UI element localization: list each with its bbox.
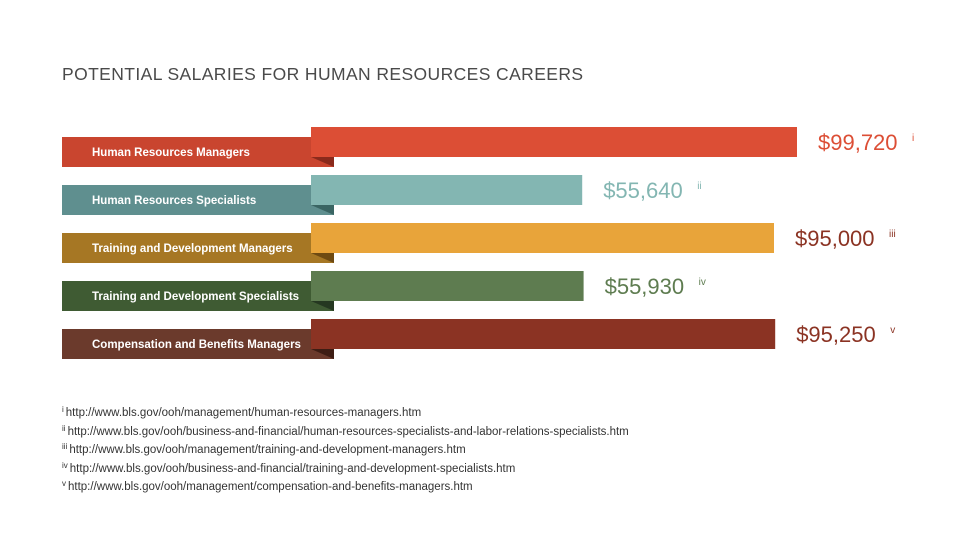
category-label: Human Resources Specialists <box>92 195 256 207</box>
value-label: $55,930 <box>605 274 685 299</box>
reference-mark: iv <box>62 460 68 470</box>
value-label: $95,250 <box>796 322 876 347</box>
bar-fold <box>311 205 334 215</box>
footnote-mark: ii <box>697 181 701 192</box>
value-label: $95,000 <box>795 226 875 251</box>
bar <box>311 175 583 205</box>
chart-title: POTENTIAL SALARIES FOR HUMAN RESOURCES C… <box>62 64 584 84</box>
bar-fold <box>311 253 334 263</box>
bar <box>311 319 776 349</box>
footnote-mark: iii <box>889 229 896 240</box>
reference-link[interactable]: http://www.bls.gov/ooh/management/compen… <box>68 481 473 493</box>
reference-link[interactable]: http://www.bls.gov/ooh/business-and-fina… <box>69 462 516 475</box>
bar <box>311 127 797 157</box>
reference-link[interactable]: http://www.bls.gov/ooh/management/traini… <box>69 444 466 456</box>
reference-link[interactable]: http://www.bls.gov/ooh/business-and-fina… <box>67 425 629 438</box>
category-label-box <box>62 281 334 311</box>
reference-2[interactable]: ii http://www.bls.gov/ooh/business-and-fi… <box>62 423 629 442</box>
category-label: Training and Development Managers <box>92 243 293 255</box>
reference-link[interactable]: http://www.bls.gov/ooh/management/human-… <box>65 407 422 419</box>
reference-mark: ii <box>62 423 66 433</box>
bar <box>311 271 584 301</box>
reference-1[interactable]: i http://www.bls.gov/ooh/management/human… <box>62 404 629 423</box>
category-label-box <box>62 233 334 263</box>
category-label-box <box>62 329 334 359</box>
value-label: $55,640 <box>603 178 683 203</box>
value-label: $99,720 <box>818 130 898 155</box>
reference-4[interactable]: iv http://www.bls.gov/ooh/business-and-fi… <box>62 460 629 479</box>
footnote-mark: v <box>890 325 895 336</box>
reference-mark: v <box>62 479 66 488</box>
category-label: Compensation and Benefits Managers <box>92 339 301 351</box>
bar-fold <box>311 157 334 167</box>
bar <box>311 223 774 253</box>
bar-chart: Human Resources Managers $99,720 i Human Re… <box>62 127 914 359</box>
reference-5[interactable]: v http://www.bls.gov/ooh/management/compe… <box>62 478 629 497</box>
references: i http://www.bls.gov/ooh/management/human… <box>62 404 629 497</box>
reference-3[interactable]: iii http://www.bls.gov/ooh/management/tra… <box>62 441 629 460</box>
category-label: Human Resources Managers <box>92 147 250 159</box>
footnote-mark: i <box>912 133 914 144</box>
category-label: Training and Development Specialists <box>92 291 299 303</box>
category-label-box <box>62 185 334 215</box>
reference-mark: i <box>62 405 64 414</box>
footnote-mark: iv <box>699 277 706 288</box>
bar-fold <box>311 349 334 359</box>
bar-fold <box>311 301 334 311</box>
reference-mark: iii <box>62 442 68 451</box>
category-label-box <box>62 137 334 167</box>
